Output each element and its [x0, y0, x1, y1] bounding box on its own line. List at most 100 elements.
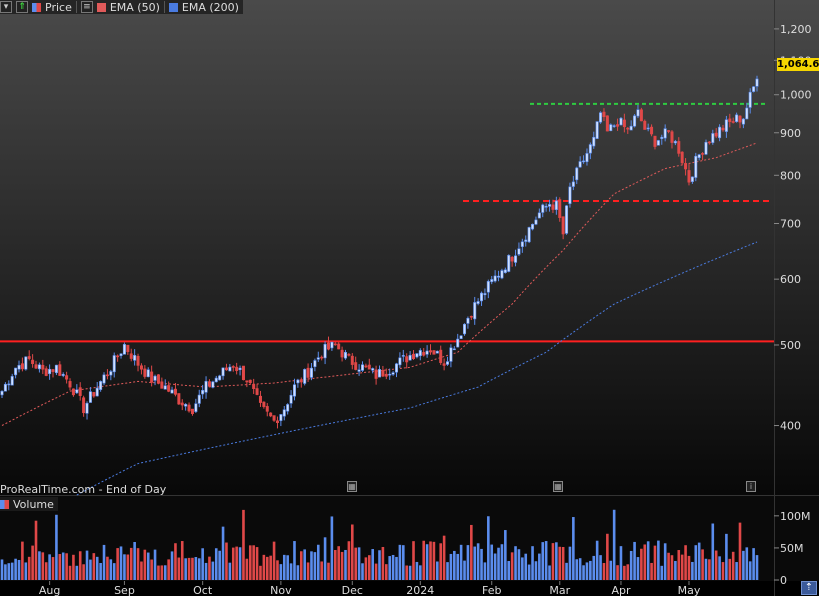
volume-bar	[4, 564, 7, 580]
candle-body	[592, 136, 596, 147]
volume-bar	[235, 546, 238, 580]
volume-bar	[231, 547, 235, 580]
volume-bar	[572, 517, 575, 580]
volume-bar	[708, 559, 711, 580]
price-legend-item[interactable]: ▾ ⇑ Price	[0, 1, 72, 14]
x-tick-label: Aug	[39, 584, 60, 596]
candle-body	[54, 364, 58, 374]
volume-bar	[350, 524, 354, 580]
candle-body	[701, 153, 705, 155]
volume-bar	[17, 559, 21, 580]
candle-body	[68, 381, 72, 388]
candle-body	[221, 367, 225, 377]
candle-body	[724, 119, 728, 132]
volume-bar	[480, 548, 483, 580]
x-tick-label: Feb	[482, 584, 501, 596]
candle-body	[272, 415, 276, 421]
volume-bar	[7, 563, 11, 580]
volume-bar	[449, 553, 453, 580]
scroll-up-button[interactable]: ⇡	[801, 581, 817, 595]
volume-bar	[476, 543, 480, 580]
candle-body	[497, 275, 501, 278]
candle-body	[531, 223, 535, 230]
candle-body	[255, 388, 259, 395]
ema50-legend-label: EMA (50)	[109, 0, 160, 14]
candle-body	[231, 366, 235, 368]
volume-bar	[527, 564, 531, 580]
settings-list-icon[interactable]: ≡	[80, 1, 93, 13]
candle-body	[343, 351, 347, 359]
volume-bar	[140, 561, 143, 580]
candle-body	[296, 379, 300, 384]
volume-bar	[82, 564, 85, 580]
volume-bar	[582, 565, 585, 580]
candle-body	[265, 406, 269, 412]
y-tick-label: 800	[780, 169, 801, 182]
candle-body	[126, 344, 130, 352]
candle-body	[354, 362, 358, 370]
legend-divider	[75, 1, 77, 13]
volume-bar	[745, 547, 749, 580]
candle-body	[473, 302, 477, 320]
info-icon[interactable]: i	[746, 481, 756, 492]
volume-bar	[354, 547, 357, 580]
candle-body	[534, 219, 538, 225]
volume-bar	[463, 560, 466, 580]
candle-body	[65, 375, 69, 380]
candle-body	[514, 255, 518, 263]
candle-body	[17, 365, 21, 370]
candle-body	[714, 132, 718, 137]
volume-bar	[680, 554, 684, 580]
candle-body	[609, 124, 613, 132]
candle-body	[37, 364, 41, 370]
volume-bar	[89, 559, 92, 580]
volume-bar	[106, 556, 109, 580]
volume-bar	[163, 565, 167, 580]
expand-icon[interactable]: ⇑	[16, 1, 28, 13]
volume-bar	[293, 541, 296, 580]
volume-bar	[228, 562, 232, 580]
volume-bar	[78, 551, 82, 580]
candle-body	[459, 335, 463, 339]
candle-body	[561, 216, 565, 235]
candle-body	[133, 355, 137, 361]
volume-bar	[657, 540, 660, 580]
candle-body	[95, 387, 99, 397]
candle-body	[248, 379, 252, 383]
volume-bar	[361, 563, 364, 580]
candle-body	[602, 111, 606, 118]
minimize-icon[interactable]: ▾	[0, 1, 12, 13]
candle-body	[429, 350, 433, 353]
volume-bar	[85, 550, 89, 580]
candle-body	[680, 151, 684, 164]
candle-body	[568, 186, 572, 204]
candle-body	[670, 131, 674, 143]
calendar-icon[interactable]: ▦	[347, 481, 357, 492]
volume-bar	[245, 558, 249, 580]
candle-body	[517, 248, 521, 255]
volume-bar	[701, 549, 704, 580]
candle-body	[31, 359, 35, 364]
candle-body	[551, 204, 555, 210]
candle-body	[711, 133, 715, 143]
candle-body	[738, 115, 742, 123]
volume-bar	[187, 557, 191, 580]
candle-body	[88, 391, 92, 403]
candle-body	[323, 343, 327, 359]
ema50-legend-item[interactable]: ≡ EMA (50)	[80, 0, 160, 14]
volume-bar	[72, 554, 75, 580]
candle-body	[412, 353, 416, 360]
candle-body	[99, 381, 103, 390]
candle-body	[653, 135, 657, 147]
volume-legend[interactable]: Volume	[0, 497, 58, 511]
candle-body	[684, 163, 688, 170]
candle-body	[442, 363, 446, 366]
calendar-icon[interactable]: ▦	[553, 481, 563, 492]
volume-bar	[629, 550, 633, 580]
y-tick-label: 700	[780, 217, 801, 230]
candle-body	[405, 356, 409, 363]
volume-bar	[674, 560, 677, 580]
volume-bar	[123, 554, 126, 580]
ema200-legend-item[interactable]: EMA (200)	[168, 1, 239, 14]
volume-bar	[276, 560, 279, 580]
